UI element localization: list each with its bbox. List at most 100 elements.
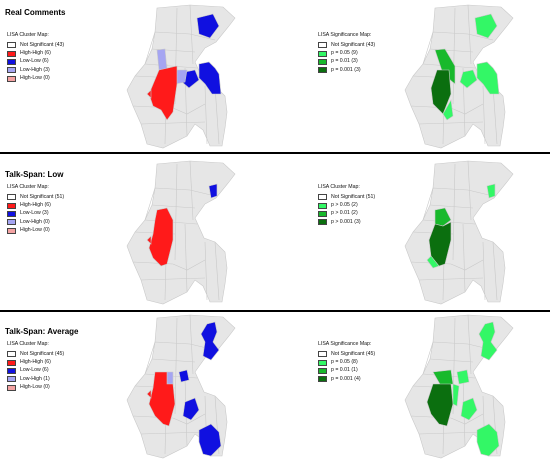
legend-label: p = 0.001 (4) [331, 375, 361, 382]
legend-label: Low-Low (3) [20, 210, 49, 217]
legend-label: High-High (6) [20, 50, 51, 57]
legend-swatch [7, 351, 16, 358]
legend-item: High-Low (0) [7, 226, 64, 234]
map-base [404, 160, 514, 305]
legend-swatch [7, 227, 16, 234]
legend-label: Not Significant (51) [331, 193, 376, 200]
legend-swatch [318, 219, 327, 226]
legend-item: p = 0.001 (3) [318, 66, 375, 74]
p05-region [426, 255, 440, 269]
significance-legend: LISA Significance Map: Not Significant (… [318, 32, 376, 74]
map-clusters [146, 13, 222, 121]
legend-swatch [7, 202, 16, 209]
legend-item: p = 0.001 (4) [318, 375, 375, 383]
legend-item: p = 0.05 (8) [318, 359, 375, 367]
legend-label: p = 0.001 (3) [331, 66, 361, 73]
legend-swatch [318, 67, 327, 74]
map-base [404, 4, 514, 149]
high-high-region [148, 207, 174, 267]
legend-swatch [318, 376, 327, 383]
legend-item: p = 0.01 (1) [318, 367, 375, 375]
legend-swatch [7, 75, 16, 82]
p05-region [476, 423, 500, 457]
legend-item: Low-Low (3) [7, 210, 64, 218]
legend-label: Not Significant (45) [20, 350, 65, 357]
low-low-region [198, 423, 222, 457]
legend-swatch [7, 50, 16, 57]
legend-swatch [7, 58, 16, 65]
p05-region [452, 383, 460, 407]
legend-label: Not Significant (43) [20, 41, 65, 48]
legend-swatch [318, 42, 327, 49]
legend-label: p > 0.05 (2) [331, 202, 358, 209]
legend-swatch [7, 67, 16, 74]
legend-heading: LISA Cluster Map: [7, 341, 49, 347]
map-base [126, 160, 236, 305]
legend-item: Not Significant (51) [318, 193, 375, 201]
p05-region [478, 321, 498, 361]
legend-swatch [318, 50, 327, 57]
legend-heading: LISA Cluster Map: [7, 32, 49, 38]
p05-region [442, 99, 454, 121]
legend-item: Low-Low (6) [7, 58, 64, 66]
legend-label: Low-Low (6) [20, 58, 49, 65]
p05-region [476, 61, 500, 95]
low-low-region [208, 183, 218, 199]
legend-item: p = 0.05 (9) [318, 50, 375, 58]
legend-label: Not Significant (51) [20, 193, 65, 200]
legend-item: Not Significant (45) [7, 350, 64, 358]
panel-divider [0, 152, 550, 154]
low-low-region [178, 369, 190, 383]
legend-label: High-High (6) [20, 359, 51, 366]
legend-item: Low-High (0) [7, 218, 64, 226]
cluster-map [126, 4, 236, 149]
low-high-region [166, 371, 174, 385]
legend-swatch [318, 202, 327, 209]
cluster-map [126, 160, 236, 305]
legend-item: High-Low (0) [7, 74, 64, 82]
legend-item: Low-Low (6) [7, 367, 64, 375]
map-significance [426, 321, 500, 457]
panel-title: Talk-Span: Average [5, 327, 79, 336]
legend-swatch [7, 384, 16, 391]
significance-map [404, 314, 514, 459]
legend-heading: LISA Significance Map: [318, 32, 372, 38]
legend-heading: LISA Cluster Map: [7, 184, 49, 190]
high-high-region [146, 389, 152, 399]
legend-swatch [318, 351, 327, 358]
significance-legend: LISA Cluster Map: Not Significant (51) p… [318, 184, 375, 226]
p05-region [474, 13, 498, 39]
legend-label: Low-High (0) [20, 218, 50, 225]
low-low-region [198, 61, 222, 95]
legend-swatch [318, 359, 327, 366]
p05-region [460, 397, 478, 421]
p01-region [434, 207, 452, 227]
legend-swatch [318, 58, 327, 65]
cluster-legend: LISA Cluster Map: Not Significant (45) H… [7, 341, 64, 392]
legend-swatch [318, 194, 327, 201]
legend-item: Low-High (1) [7, 375, 64, 383]
legend-item: p > 0.001 (3) [318, 218, 375, 226]
panel-title: Talk-Span: Low [5, 170, 64, 179]
legend-item: p > 0.05 (2) [318, 202, 375, 210]
legend-heading: LISA Cluster Map: [318, 184, 360, 190]
cluster-legend: LISA Cluster Map: Not Significant (51) H… [7, 184, 65, 235]
legend-item: High-High (6) [7, 50, 64, 58]
p05-region [459, 69, 478, 89]
legend-label: Low-High (3) [20, 66, 50, 73]
significance-map [404, 4, 514, 149]
legend-swatch [318, 210, 327, 217]
low-high-region [156, 48, 168, 71]
legend-item: Low-High (3) [7, 66, 64, 74]
legend-label: Low-Low (6) [20, 367, 49, 374]
map-clusters [146, 321, 222, 457]
map-significance [426, 183, 496, 269]
legend-label: High-Low (0) [20, 383, 50, 390]
map-clusters [146, 183, 218, 267]
cluster-map [126, 314, 236, 459]
p001-region [428, 221, 452, 267]
legend-item: Not Significant (45) [318, 350, 375, 358]
legend-label: Low-High (1) [20, 375, 50, 382]
legend-label: Not Significant (43) [331, 41, 376, 48]
legend-swatch [7, 367, 16, 374]
